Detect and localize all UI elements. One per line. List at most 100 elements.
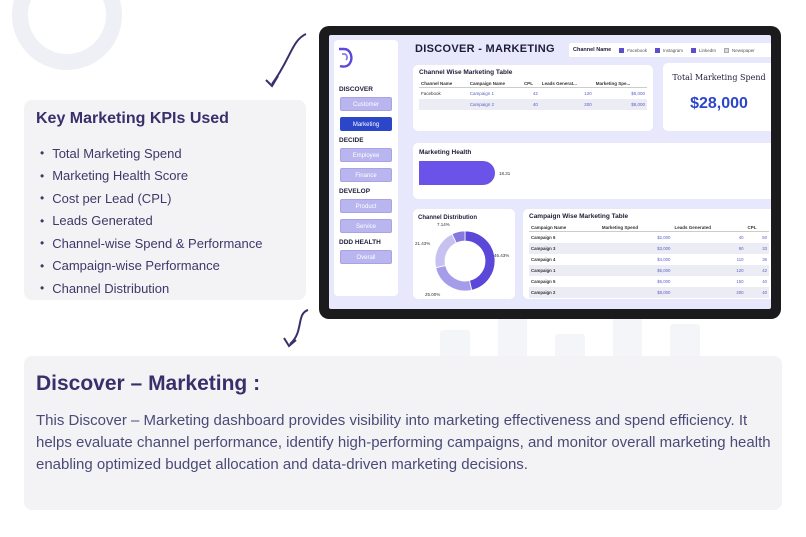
channel-filter: Channel Name Facebook Instagram LinkedIn… <box>569 43 771 57</box>
sidebar-item-finance[interactable]: Finance <box>340 168 392 182</box>
table-row[interactable]: Campaign 4 $4,000 110 36 <box>529 254 769 265</box>
column-header[interactable]: Marketing Spend <box>599 224 673 232</box>
donut-slice[interactable] <box>435 264 473 292</box>
table-row[interactable]: Campaign 5 $6,000 150 40 <box>529 276 769 287</box>
channel-filter-label: Channel Name <box>573 47 612 53</box>
table-cell: Campaign 5 <box>531 279 556 284</box>
checkbox-icon <box>619 47 625 53</box>
table-row[interactable]: Campaign 3 $3,000 90 33 <box>529 243 769 254</box>
list-item: Campaign-wise Performance <box>36 255 294 278</box>
donut-slice[interactable] <box>434 233 457 269</box>
sidebar-section-discover: DISCOVER <box>339 86 373 93</box>
table-cell: 36 <box>762 257 767 262</box>
channel-distribution-panel: Channel Distribution 7.14% 46.43% 25.00%… <box>413 209 515 299</box>
table-row[interactable]: Campaign 6 $2,000 40 50 <box>529 232 769 244</box>
sidebar-item-customer[interactable]: Customer <box>340 97 392 111</box>
sidebar-section-health: DDD HEALTH <box>339 239 381 246</box>
table-cell: 120 <box>584 91 592 96</box>
table-cell: $3,000 <box>657 246 671 251</box>
table-cell: 33 <box>762 246 767 251</box>
filter-option-newspaper[interactable]: Newspaper <box>724 47 755 53</box>
table-cell: 42 <box>762 268 767 273</box>
table-cell: $8,000 <box>657 290 671 295</box>
description-title: Discover – Marketing : <box>36 372 261 395</box>
column-header[interactable]: Campaign Name <box>467 80 522 88</box>
description-card: Discover – Marketing : This Discover – M… <box>24 356 782 510</box>
table-cell: 120 <box>736 268 744 273</box>
slice-label: 7.14% <box>437 222 450 227</box>
sidebar-section-decide: DECIDE <box>339 137 364 144</box>
column-header[interactable]: Campaign Name <box>529 224 600 232</box>
marketing-health-panel: Marketing Health 18.31 <box>413 143 771 199</box>
table-cell: Campaign 6 <box>531 235 556 240</box>
list-item: Total Marketing Spend <box>36 142 294 165</box>
campaign-table: Campaign Name Marketing Spend Leads Gene… <box>529 224 769 298</box>
sidebar-section-develop: DEVELOP <box>339 188 371 195</box>
table-row[interactable]: Facebook Campaign 1 42 120 $5,000 <box>419 88 647 100</box>
table-cell: 40 <box>762 279 767 284</box>
table-cell: $5,000 <box>657 268 671 273</box>
filter-option-facebook[interactable]: Facebook <box>619 47 647 53</box>
sidebar-item-overall[interactable]: Overall <box>340 250 392 264</box>
sidebar-item-service[interactable]: Service <box>340 219 392 233</box>
column-header[interactable]: Channel Name <box>419 80 468 88</box>
app-logo-icon <box>339 47 353 68</box>
total-spend-label: Total Marketing Spend <box>672 73 766 82</box>
table-row[interactable]: Campaign 1 $5,000 120 42 <box>529 265 769 276</box>
list-item: Channel-wise Spend & Performance <box>36 232 294 255</box>
table-cell: 40 <box>738 235 744 240</box>
donut-chart <box>434 230 496 292</box>
checkbox-icon <box>724 47 730 53</box>
monitor-frame: DISCOVER Customer Marketing DECIDE Emplo… <box>319 26 781 319</box>
table-cell: 110 <box>736 257 744 262</box>
marketing-health-value: 18.31 <box>499 171 511 176</box>
table-cell: Campaign 1 <box>531 268 556 273</box>
decorative-ring <box>12 0 122 70</box>
description-body: This Discover – Marketing dashboard prov… <box>36 412 771 473</box>
table-cell: Facebook <box>421 91 441 96</box>
table-cell: 50 <box>762 235 767 240</box>
kpi-title: Key Marketing KPIs Used <box>36 110 229 127</box>
column-header[interactable]: CPL <box>745 224 769 232</box>
column-header[interactable]: Marketing Spe... <box>593 80 647 88</box>
table-cell: Campaign 1 <box>469 91 494 96</box>
table-cell: 40 <box>762 290 767 295</box>
table-cell: 42 <box>532 91 538 96</box>
checkbox-icon <box>691 47 696 53</box>
total-spend-card: Total Marketing Spend $28,000 <box>663 63 771 131</box>
total-spend-value: $28,000 <box>690 95 748 112</box>
table-cell: $5,000 <box>631 91 645 96</box>
channel-table-title: Channel Wise Marketing Table <box>419 69 513 76</box>
table-row[interactable]: Campaign 2 40 200 $8,000 <box>419 99 647 110</box>
table-cell: Campaign 2 <box>469 102 494 107</box>
campaign-table-title: Campaign Wise Marketing Table <box>529 213 629 220</box>
channel-table: Channel Name Campaign Name CPL Leads Gen… <box>419 80 647 110</box>
column-header[interactable]: Leads Generat... <box>539 80 594 88</box>
list-item: Channel Distribution <box>36 277 294 300</box>
slice-label: 21.43% <box>415 241 430 246</box>
sidebar: DISCOVER Customer Marketing DECIDE Emplo… <box>334 40 398 296</box>
sidebar-item-product[interactable]: Product <box>340 199 392 213</box>
table-cell: 40 <box>532 102 538 107</box>
table-cell: $2,000 <box>657 235 671 240</box>
column-header[interactable]: Leads Generated <box>672 224 746 232</box>
filter-option-instagram[interactable]: Instagram <box>654 47 683 53</box>
table-row[interactable]: Campaign 2 $8,000 200 40 <box>529 287 769 298</box>
list-item: Leads Generated <box>36 210 294 233</box>
dashboard-screen: DISCOVER Customer Marketing DECIDE Emplo… <box>329 35 771 309</box>
table-cell: 150 <box>736 279 744 284</box>
sidebar-item-employee[interactable]: Employee <box>340 148 392 162</box>
filter-option-linkedin[interactable]: LinkedIn <box>691 47 716 53</box>
table-cell: $8,000 <box>631 102 645 107</box>
list-item: Marketing Health Score <box>36 165 294 188</box>
page-title: DISCOVER - MARKETING <box>415 43 555 55</box>
sidebar-item-marketing[interactable]: Marketing <box>340 117 392 131</box>
donut-slice[interactable] <box>451 230 466 244</box>
table-cell: 200 <box>584 102 592 107</box>
table-cell: $6,000 <box>657 279 671 284</box>
column-header[interactable]: CPL <box>521 80 540 88</box>
table-cell: Campaign 2 <box>531 290 556 295</box>
checkbox-icon <box>654 47 660 53</box>
table-cell: Campaign 4 <box>531 257 556 262</box>
